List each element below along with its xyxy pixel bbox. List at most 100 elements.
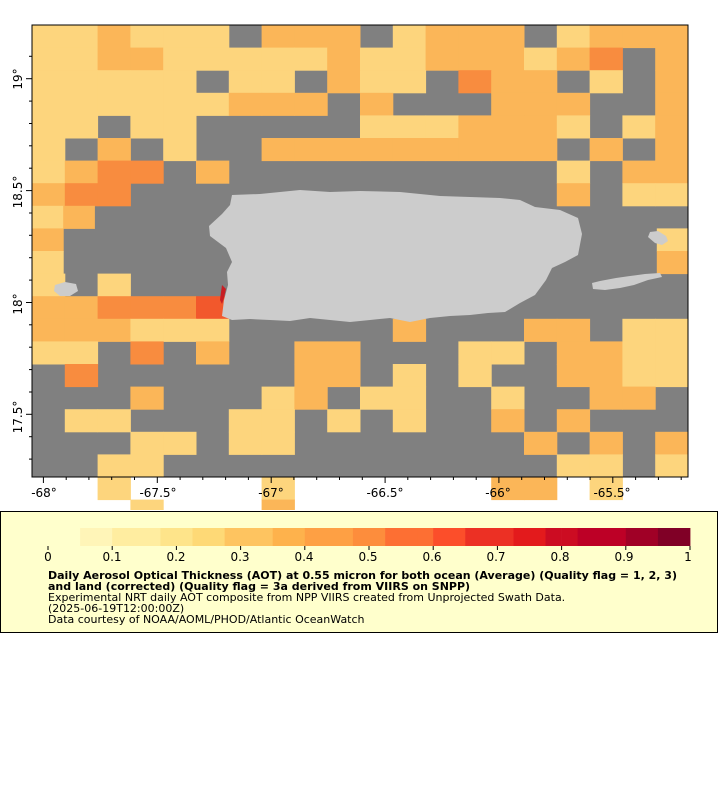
aot-cell xyxy=(589,341,623,365)
aot-cell xyxy=(261,25,295,49)
aot-cell xyxy=(163,296,197,320)
colorbar-label: 0.1 xyxy=(102,550,122,564)
colorbar-label: 0.8 xyxy=(550,550,570,564)
aot-cell xyxy=(261,499,295,510)
aot-cell xyxy=(589,386,623,410)
colorbar xyxy=(47,528,691,550)
aot-cell xyxy=(130,160,164,184)
aot-cell xyxy=(360,138,394,162)
colorbar-cell xyxy=(674,528,691,546)
aot-cell xyxy=(655,47,689,71)
colorbar-cell xyxy=(433,528,450,546)
aot-cell xyxy=(655,92,689,116)
aot-cell xyxy=(32,183,66,207)
aot-cell xyxy=(196,25,230,49)
aot-cell xyxy=(228,409,263,433)
colorbar-cell xyxy=(577,528,594,546)
aot-cell xyxy=(589,47,623,71)
aot-cell xyxy=(491,70,525,94)
aot-cell xyxy=(97,92,131,116)
colorbar-cell xyxy=(320,528,338,546)
aot-cell xyxy=(64,409,99,433)
aot-cell xyxy=(655,70,689,94)
aot-cell xyxy=(327,364,361,388)
aot-cell xyxy=(425,138,459,162)
aot-cell xyxy=(97,273,131,297)
aot-cell xyxy=(589,454,623,478)
aot-cell xyxy=(32,47,66,71)
aot-cell xyxy=(622,364,656,388)
aot-cell xyxy=(655,183,689,207)
aot-cell xyxy=(589,477,623,501)
aot-cell xyxy=(524,431,558,455)
aot-cell xyxy=(556,25,591,49)
y-tick-label: 17.5° xyxy=(11,400,25,434)
colorbar-cell xyxy=(561,528,578,546)
aot-cell xyxy=(458,25,492,49)
colorbar-label: 0.2 xyxy=(166,550,186,564)
aot-cell xyxy=(163,431,197,455)
aot-cell xyxy=(130,25,164,49)
aot-cell xyxy=(491,25,525,49)
colorbar-label: 1 xyxy=(684,550,692,564)
colorbar-cell xyxy=(593,528,611,546)
aot-cell xyxy=(261,477,295,501)
aot-cell xyxy=(622,160,656,184)
aot-cell xyxy=(425,25,459,49)
colorbar-ticks xyxy=(47,546,691,550)
aot-cell xyxy=(261,47,295,71)
aot-cell xyxy=(589,70,623,94)
aot-cell xyxy=(589,138,623,162)
colorbar-cell xyxy=(497,528,514,546)
aot-cell xyxy=(491,409,525,433)
aot-cell xyxy=(32,341,66,365)
aot-cell xyxy=(64,92,99,116)
legend-credit: Data courtesy of NOAA/AOML/PHOD/Atlantic… xyxy=(48,613,365,626)
aot-cell xyxy=(655,138,689,162)
colorbar-cell xyxy=(240,528,257,546)
colorbar-cell xyxy=(128,528,145,546)
aot-cell xyxy=(32,25,66,49)
aot-cell xyxy=(130,92,164,116)
colorbar-cell xyxy=(641,528,659,546)
aot-cell xyxy=(556,364,591,388)
aot-cell xyxy=(97,47,131,71)
legend-time: (2025-06-19T12:00:00Z) xyxy=(48,602,185,615)
aot-cell xyxy=(392,115,427,139)
colorbar-label: 0.9 xyxy=(614,550,634,564)
aot-cell xyxy=(97,296,131,320)
aot-cell xyxy=(425,115,459,139)
aot-cell xyxy=(294,25,328,49)
x-tick-label: -66.5° xyxy=(366,486,404,500)
aot-cell xyxy=(163,70,197,94)
aot-cell xyxy=(261,409,295,433)
legend-title: Daily Aerosol Optical Thickness (AOT) at… xyxy=(48,569,677,593)
y-tick-label: 18.5° xyxy=(11,175,25,209)
aot-cell xyxy=(130,454,164,478)
aot-cell xyxy=(130,318,164,342)
aot-cell xyxy=(97,70,131,94)
aot-cell xyxy=(261,138,295,162)
aot-cell xyxy=(130,499,164,510)
aot-cell xyxy=(360,47,394,71)
colorbar-label: 0.5 xyxy=(358,550,378,564)
aot-cell xyxy=(97,477,131,501)
colorbar-cell xyxy=(657,528,675,546)
vieques-island xyxy=(592,273,662,290)
aot-cell xyxy=(196,296,230,320)
colorbar-cell xyxy=(176,528,193,546)
aot-cell xyxy=(261,431,295,455)
aot-cell xyxy=(32,318,66,342)
aot-cell xyxy=(261,386,295,410)
aot-cell xyxy=(655,364,689,388)
aot-cell xyxy=(524,318,558,342)
aot-cell xyxy=(130,296,164,320)
aot-cell xyxy=(97,25,131,49)
aot-cell xyxy=(294,341,328,365)
aot-cell xyxy=(64,70,99,94)
colorbar-cells xyxy=(48,528,691,546)
aot-cell xyxy=(32,205,64,229)
aot-cell xyxy=(656,228,689,252)
aot-cell xyxy=(294,47,328,71)
aot-cell xyxy=(97,138,131,162)
